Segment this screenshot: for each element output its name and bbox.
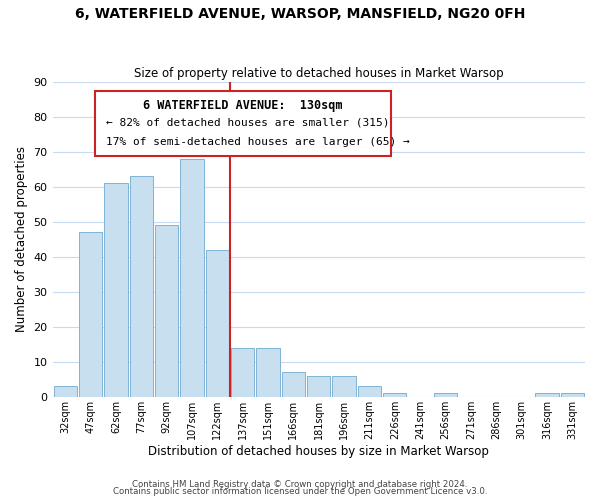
Bar xyxy=(535,394,559,397)
Text: Contains public sector information licensed under the Open Government Licence v3: Contains public sector information licen… xyxy=(113,487,487,496)
Text: Contains HM Land Registry data © Crown copyright and database right 2024.: Contains HM Land Registry data © Crown c… xyxy=(132,480,468,489)
Title: Size of property relative to detached houses in Market Warsop: Size of property relative to detached ho… xyxy=(134,66,503,80)
Text: 6, WATERFIELD AVENUE, WARSOP, MANSFIELD, NG20 0FH: 6, WATERFIELD AVENUE, WARSOP, MANSFIELD,… xyxy=(75,8,525,22)
Bar xyxy=(181,159,203,397)
X-axis label: Distribution of detached houses by size in Market Warsop: Distribution of detached houses by size … xyxy=(148,444,489,458)
Bar xyxy=(434,394,457,397)
Bar xyxy=(79,232,102,397)
Y-axis label: Number of detached properties: Number of detached properties xyxy=(15,146,28,332)
Text: 6 WATERFIELD AVENUE:  130sqm: 6 WATERFIELD AVENUE: 130sqm xyxy=(143,100,343,112)
Bar xyxy=(332,376,356,397)
Bar xyxy=(206,250,229,397)
FancyBboxPatch shape xyxy=(95,92,391,156)
Bar xyxy=(560,394,584,397)
Bar xyxy=(53,386,77,397)
Bar xyxy=(358,386,381,397)
Text: ← 82% of detached houses are smaller (315): ← 82% of detached houses are smaller (31… xyxy=(106,118,389,128)
Bar xyxy=(307,376,331,397)
Bar xyxy=(282,372,305,397)
Bar xyxy=(155,226,178,397)
Bar xyxy=(104,184,128,397)
Text: 17% of semi-detached houses are larger (65) →: 17% of semi-detached houses are larger (… xyxy=(106,137,410,147)
Bar xyxy=(130,176,153,397)
Bar xyxy=(383,394,406,397)
Bar xyxy=(256,348,280,397)
Bar xyxy=(231,348,254,397)
